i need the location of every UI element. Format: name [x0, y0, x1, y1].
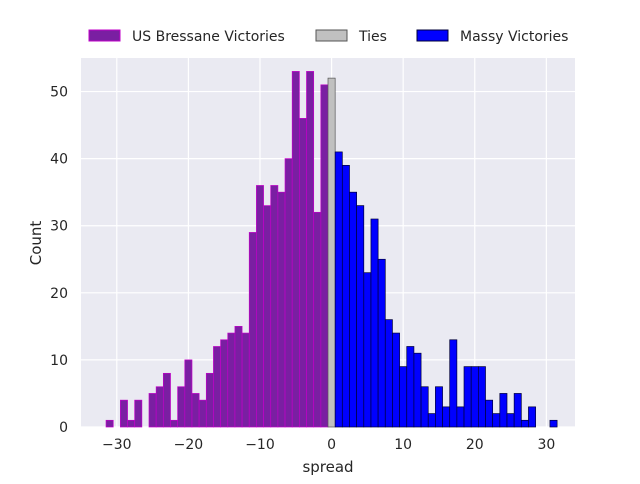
bar-series-2: [341, 164, 350, 428]
bar-series-0: [234, 326, 243, 428]
x-tick-label: 30: [537, 437, 555, 453]
bar-series-0: [313, 211, 322, 428]
bar-series-2: [435, 386, 443, 428]
bar-series-2: [370, 218, 379, 428]
x-tick-label: −30: [102, 437, 132, 453]
y-tick-label: 0: [59, 420, 68, 436]
bar-series-0: [227, 332, 236, 428]
bar-series-0: [198, 399, 207, 428]
bar-series-2: [356, 205, 365, 428]
y-axis-label: Count: [27, 221, 45, 266]
bar-series-2: [520, 419, 529, 428]
bar-series-2: [442, 406, 451, 428]
bar-series-2: [549, 419, 558, 428]
bar-series-2: [470, 366, 479, 428]
bar-series-0: [241, 332, 250, 428]
legend-swatch: [88, 29, 121, 42]
x-tick-label: 0: [327, 437, 336, 453]
bar-series-0: [205, 372, 214, 428]
x-tick-labels: −30 −20 −10 0 10 20 30: [102, 437, 555, 453]
bar-series-0: [191, 393, 200, 428]
y-tick-label: 30: [50, 219, 68, 235]
bar-series-2: [528, 406, 536, 428]
bar-series-2: [420, 386, 429, 428]
bar-series-2: [363, 272, 372, 428]
y-tick-labels: 0 10 20 30 40 50: [50, 85, 68, 436]
bar-series-2: [334, 151, 343, 428]
bar-series-0: [248, 232, 257, 428]
x-tick-label: 20: [466, 437, 484, 453]
bar-series-2: [413, 352, 422, 428]
bar-series-0: [284, 158, 293, 428]
bar-series-0: [270, 185, 279, 428]
legend-label: Massy Victories: [460, 29, 568, 45]
bar-series-2: [349, 191, 357, 428]
legend-swatch: [416, 29, 449, 42]
x-tick-label: −10: [245, 437, 275, 453]
bar-series-2: [485, 399, 494, 428]
bar-series-0: [256, 185, 264, 428]
bar-series-0: [277, 191, 286, 428]
bar-series-0: [184, 359, 193, 428]
bar-series-0: [220, 339, 229, 428]
bar-series-0: [291, 71, 300, 428]
x-tick-label: −20: [174, 437, 204, 453]
bar-series-2: [477, 366, 486, 428]
bar-series-0: [134, 399, 143, 428]
bar-series-0: [320, 84, 329, 428]
x-axis-label: spread: [302, 458, 353, 476]
bar-series-2: [377, 258, 386, 428]
bar-series-0: [177, 386, 186, 428]
legend-label: Ties: [358, 29, 387, 45]
bar-series-0: [170, 419, 179, 428]
y-tick-label: 40: [50, 152, 68, 168]
bar-series-2: [406, 346, 415, 428]
bar-series-0: [162, 372, 171, 428]
bar-series-2: [392, 332, 400, 428]
bar-series-2: [399, 366, 408, 428]
y-tick-label: 20: [50, 286, 68, 302]
bar-series-0: [155, 386, 164, 428]
legend: US Bressane Victories Ties Massy Victories: [88, 29, 568, 45]
bar-series-0: [213, 346, 221, 428]
x-tick-label: 10: [394, 437, 412, 453]
bar-series-2: [449, 339, 458, 428]
y-tick-label: 50: [50, 85, 68, 101]
bar-series-2: [492, 413, 501, 428]
bar-series-0: [120, 399, 128, 428]
bars-layer: [105, 71, 558, 428]
bar-series-0: [105, 419, 114, 428]
bar-series-0: [127, 419, 136, 428]
bar-series-0: [148, 393, 157, 428]
legend-swatch: [315, 29, 348, 42]
bar-series-2: [463, 366, 472, 428]
bar-series-0: [263, 205, 272, 428]
bar-series-1: [327, 77, 336, 428]
bar-series-2: [506, 413, 515, 428]
bar-series-0: [306, 71, 315, 428]
bar-series-2: [427, 413, 436, 428]
bar-series-0: [299, 118, 307, 428]
y-tick-label: 10: [50, 353, 68, 369]
bar-series-2: [499, 393, 508, 428]
bar-series-2: [456, 406, 465, 428]
legend-label: US Bressane Victories: [132, 29, 285, 45]
bar-series-2: [384, 319, 393, 428]
bar-series-2: [513, 393, 522, 428]
